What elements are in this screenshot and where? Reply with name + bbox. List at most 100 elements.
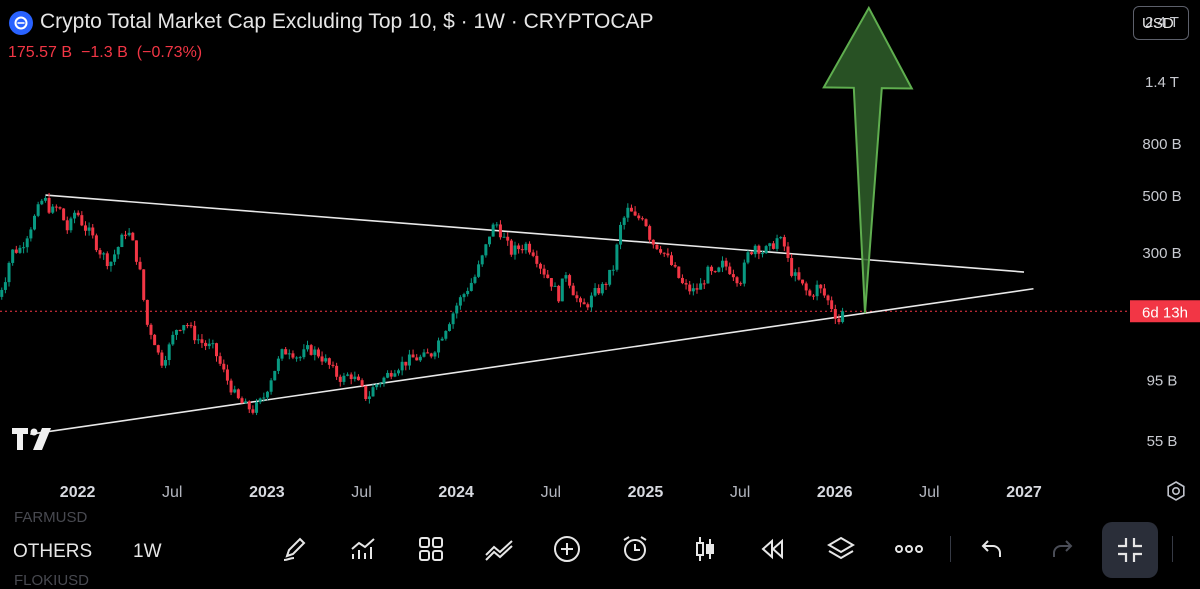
- candle-body: [520, 249, 524, 251]
- candle-body: [371, 387, 375, 397]
- candle-body: [109, 261, 113, 267]
- candle-body: [116, 247, 120, 255]
- candle-body: [353, 376, 357, 380]
- candle-body: [757, 245, 761, 254]
- price-axis[interactable]: 2.4 T 1.4 T 800 B 500 B 300 B 95 B 55 B 6d 13h: [1130, 14, 1200, 450]
- candle-body: [691, 288, 695, 292]
- candle-body: [841, 311, 845, 323]
- fullscreen-exit-icon[interactable]: [1102, 522, 1158, 578]
- candle-body: [149, 324, 153, 335]
- y-tick-label: 55 B: [1147, 433, 1178, 450]
- candle-body: [174, 329, 178, 335]
- candle-body: [258, 398, 262, 403]
- candle-body: [782, 237, 786, 247]
- candle-body: [316, 349, 320, 357]
- candle-body: [706, 266, 710, 284]
- trendline-upper-resistance[interactable]: [45, 194, 1025, 273]
- trendline-lower-support[interactable]: [30, 287, 1034, 435]
- candle-body: [153, 334, 157, 346]
- candle-body: [553, 285, 557, 287]
- candle-body: [498, 224, 502, 238]
- candle-body: [528, 243, 532, 253]
- price-quote: 175.57 B −1.3 B (−0.73%): [8, 44, 211, 62]
- layout-grid-icon[interactable]: [414, 532, 448, 566]
- watchlist-prev-symbol[interactable]: FARMUSD: [14, 509, 88, 526]
- candle-body: [466, 290, 470, 295]
- candle-body: [735, 277, 739, 284]
- candle-body: [156, 345, 160, 353]
- candle-body: [546, 274, 550, 279]
- candles-icon[interactable]: [688, 532, 722, 566]
- candle-body: [236, 389, 240, 399]
- candle-body: [462, 294, 466, 298]
- candle-body: [811, 295, 815, 297]
- candle-body: [378, 383, 382, 385]
- more-icon[interactable]: [892, 532, 926, 566]
- candle-body: [240, 398, 244, 404]
- candle-body: [433, 352, 437, 357]
- alarm-icon[interactable]: [618, 532, 652, 566]
- last-price-tag[interactable]: [1130, 300, 1200, 323]
- candle-body: [797, 272, 801, 280]
- y-tick-label: 300 B: [1142, 245, 1181, 262]
- candle-body: [142, 269, 146, 300]
- candle-body: [302, 349, 306, 358]
- candle-body: [298, 357, 302, 359]
- plus-circle-icon[interactable]: [550, 532, 584, 566]
- candle-body: [200, 339, 204, 343]
- candle-body: [145, 299, 149, 325]
- candle-body: [579, 298, 583, 303]
- candle-body: [531, 252, 535, 256]
- candle-body: [604, 283, 608, 285]
- replay-icon[interactable]: [756, 532, 790, 566]
- candle-body: [47, 197, 51, 213]
- candle-body: [538, 263, 542, 269]
- candle-body: [761, 253, 765, 255]
- bullish-arrow[interactable]: [822, 5, 914, 314]
- trendline-layer[interactable]: [30, 194, 1034, 435]
- candle-body: [284, 349, 288, 355]
- candle-body: [207, 343, 211, 347]
- candle-body: [29, 229, 33, 239]
- time-axis[interactable]: 2022 Jul 2023 Jul 2024 Jul 2025 Jul 2026 Jul 2027: [60, 484, 1042, 501]
- candle-body: [386, 372, 390, 378]
- candle-body: [215, 343, 219, 357]
- compare-icon[interactable]: [482, 532, 516, 566]
- undo-icon[interactable]: [975, 532, 1009, 566]
- price-change-percent: (−0.73%): [136, 44, 203, 61]
- candle-body: [291, 353, 295, 358]
- candle-body: [659, 249, 663, 253]
- watchlist-next-symbol[interactable]: FLOKIUSD: [14, 572, 90, 589]
- settings-gear-icon[interactable]: [1165, 480, 1187, 507]
- candle-body: [94, 235, 98, 251]
- candle-body: [822, 288, 826, 296]
- candle-body: [833, 309, 837, 319]
- candle-body: [76, 212, 80, 216]
- x-tick-label: 2023: [249, 484, 285, 501]
- cryptocap-logo-icon: [9, 11, 33, 35]
- candle-body: [407, 354, 411, 366]
- candle-body: [40, 200, 44, 205]
- pencil-icon[interactable]: [278, 532, 312, 566]
- interval-button[interactable]: 1W: [133, 541, 162, 562]
- candle-body: [58, 207, 62, 209]
- currency-button[interactable]: USD: [1133, 6, 1189, 40]
- candle-body: [306, 345, 310, 350]
- candle-body: [535, 255, 539, 264]
- tradingview-logo-icon[interactable]: [12, 428, 56, 455]
- bullish-arrow-shape[interactable]: [822, 5, 914, 314]
- indicators-icon[interactable]: [346, 532, 380, 566]
- candle-body: [750, 252, 754, 255]
- candle-body: [113, 254, 117, 262]
- layers-icon[interactable]: [824, 532, 858, 566]
- redo-icon[interactable]: [1045, 532, 1079, 566]
- candle-body: [688, 284, 692, 292]
- symbol-title[interactable]: Crypto Total Market Cap Excluding Top 10…: [40, 10, 654, 33]
- candle-body: [568, 275, 572, 286]
- candle-body: [542, 268, 546, 275]
- candle-body: [233, 389, 237, 393]
- candle-body: [367, 396, 371, 399]
- candle-body: [830, 300, 834, 310]
- symbol-button[interactable]: OTHERS: [13, 541, 93, 562]
